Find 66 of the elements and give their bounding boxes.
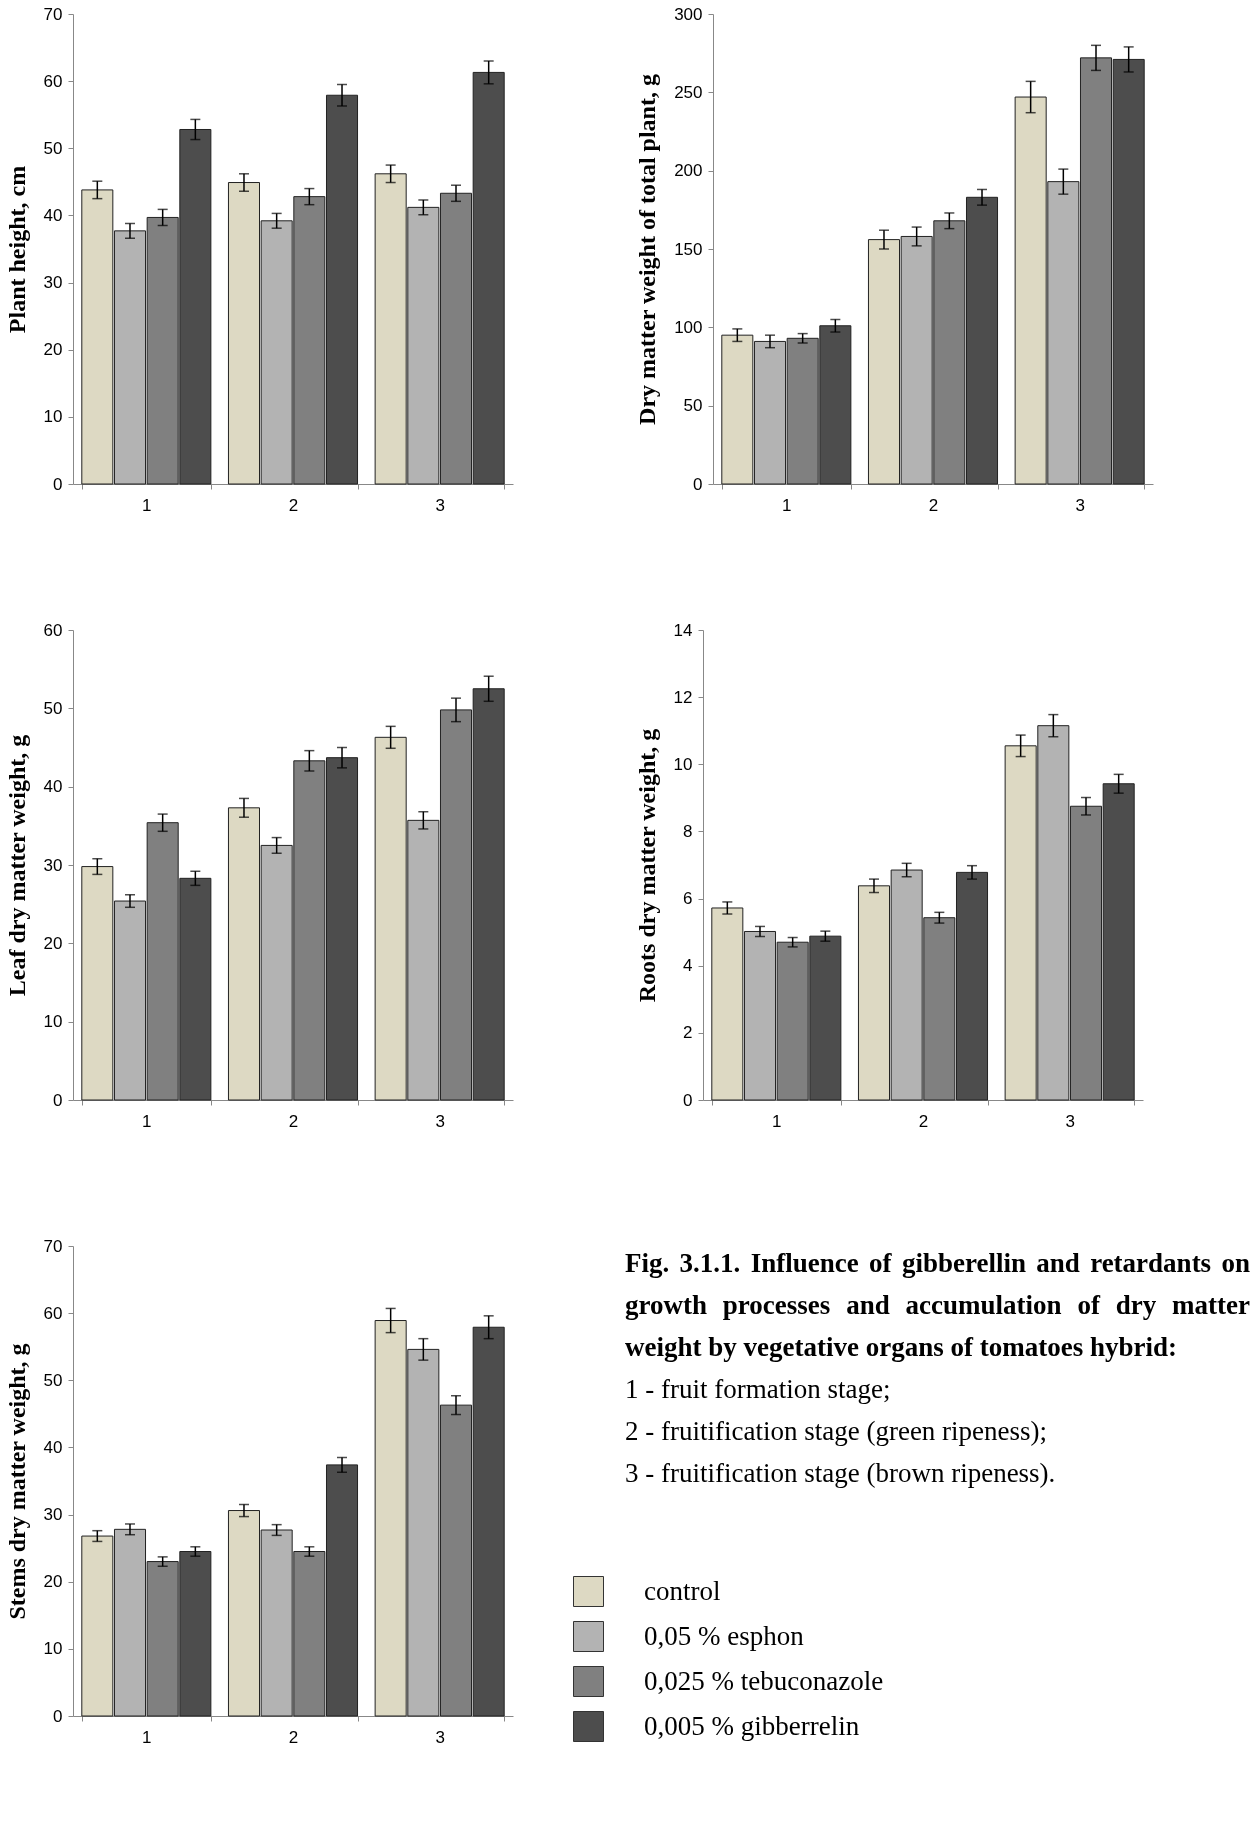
y-tick-label: 30 bbox=[43, 855, 63, 875]
x-tick-label: 2 bbox=[928, 495, 939, 515]
y-tick-label: 50 bbox=[43, 138, 63, 158]
x-tick-label: 2 bbox=[288, 495, 299, 515]
y-tick-label: 20 bbox=[43, 933, 63, 953]
y-tick-label: 300 bbox=[674, 4, 703, 24]
y-tick-label: 30 bbox=[43, 1505, 63, 1525]
y-tick-label: 50 bbox=[683, 396, 703, 416]
y-tick-label: 10 bbox=[673, 754, 693, 774]
y-tick-label: 0 bbox=[53, 1706, 63, 1726]
x-tick-label: 3 bbox=[435, 495, 445, 515]
x-tick-label: 1 bbox=[142, 495, 152, 515]
x-tick-label: 1 bbox=[142, 1727, 152, 1747]
x-tick-label: 2 bbox=[288, 1111, 299, 1131]
x-tick-label: 3 bbox=[435, 1727, 445, 1747]
y-tick-label: 250 bbox=[674, 82, 703, 102]
text: 3 - fruitification stage (brown ripeness). bbox=[625, 1457, 1057, 1490]
y-tick-label: 60 bbox=[43, 1303, 63, 1323]
text: 1 - fruit formation stage; bbox=[625, 1373, 892, 1406]
legend-label: 0,05 % esphon bbox=[644, 1620, 805, 1651]
caption: Fig. 3.1.1. Influence of gibberellin and retardants on growth processes and accumulation of dry matter weight by vegetative organs of tomatoes hybrid: bbox=[625, 1247, 1250, 1364]
legend-label: 0,025 % tebuconazole bbox=[644, 1665, 884, 1696]
y-axis-title: Plant height, cm bbox=[3, 165, 30, 334]
y-tick-label: 200 bbox=[674, 161, 703, 181]
x-tick-label: 2 bbox=[288, 1727, 299, 1747]
y-tick-label: 60 bbox=[43, 71, 63, 91]
y-axis-title: Leaf dry matter weight, g bbox=[3, 734, 30, 997]
y-tick-label: 40 bbox=[43, 1437, 63, 1457]
text: 2 - fruitification stage (green ripeness); bbox=[625, 1415, 1049, 1448]
x-tick-label: 3 bbox=[1065, 1111, 1075, 1131]
y-tick-label: 10 bbox=[43, 1012, 63, 1032]
y-tick-label: 0 bbox=[693, 474, 703, 494]
y-tick-label: 20 bbox=[43, 340, 63, 360]
y-tick-label: 40 bbox=[43, 777, 63, 797]
y-tick-label: 70 bbox=[43, 1236, 63, 1256]
x-tick-label: 1 bbox=[782, 495, 792, 515]
y-tick-label: 10 bbox=[43, 1639, 63, 1659]
y-tick-label: 60 bbox=[43, 620, 63, 640]
x-tick-label: 2 bbox=[918, 1111, 929, 1131]
x-tick-label: 3 bbox=[435, 1111, 445, 1131]
x-tick-label: 1 bbox=[772, 1111, 782, 1131]
y-tick-label: 50 bbox=[43, 1370, 63, 1390]
y-axis-title: Stems dry matter weight, g bbox=[3, 1343, 30, 1620]
y-tick-label: 12 bbox=[673, 687, 693, 707]
y-tick-label: 8 bbox=[683, 821, 693, 841]
x-tick-label: 3 bbox=[1075, 495, 1085, 515]
y-axis-title: Dry matter weight of total plant, g bbox=[634, 74, 661, 425]
y-tick-label: 30 bbox=[43, 273, 63, 293]
y-tick-label: 100 bbox=[674, 317, 703, 337]
y-tick-label: 20 bbox=[43, 1572, 63, 1592]
y-tick-label: 0 bbox=[683, 1090, 693, 1110]
y-tick-label: 70 bbox=[43, 4, 63, 24]
y-tick-label: 40 bbox=[43, 205, 63, 225]
y-tick-label: 0 bbox=[53, 474, 63, 494]
y-tick-label: 10 bbox=[43, 407, 63, 427]
y-axis-title: Roots dry matter weight, g bbox=[633, 728, 660, 1003]
y-tick-label: 6 bbox=[683, 889, 693, 909]
legend-label: control bbox=[644, 1575, 721, 1606]
x-tick-label: 1 bbox=[142, 1111, 152, 1131]
y-tick-label: 4 bbox=[683, 956, 693, 976]
y-tick-label: 50 bbox=[43, 698, 63, 718]
y-tick-label: 2 bbox=[683, 1023, 693, 1043]
y-tick-label: 150 bbox=[674, 239, 703, 259]
y-tick-label: 14 bbox=[673, 620, 693, 640]
legend-label: 0,005 % gibberrelin bbox=[644, 1710, 860, 1741]
y-tick-label: 0 bbox=[53, 1090, 63, 1110]
